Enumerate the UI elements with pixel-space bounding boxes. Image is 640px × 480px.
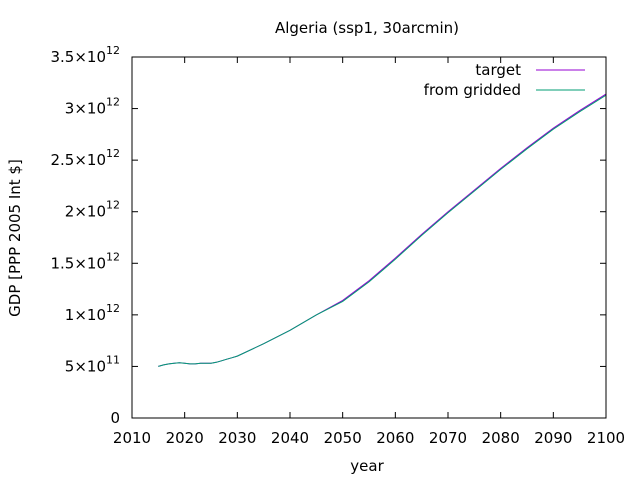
x-tick-label: 2090 <box>534 429 572 447</box>
y-tick-label: 3.5×1012 <box>50 44 120 66</box>
x-axis-label: year <box>350 457 384 475</box>
y-tick-label: 2.5×1012 <box>50 147 120 169</box>
plot-frame <box>131 56 607 419</box>
x-tick-label: 2030 <box>218 429 256 447</box>
y-tick-label: 3×1012 <box>65 96 120 118</box>
y-axis-label: GDP [PPP 2005 Int $] <box>6 159 24 317</box>
x-tick-label: 2040 <box>271 429 309 447</box>
y-tick-label: 5×1011 <box>65 353 120 375</box>
series-line-target <box>158 93 607 367</box>
legend: target from gridded <box>424 61 585 99</box>
legend-label: target <box>475 61 521 79</box>
y-tick-label: 1×1012 <box>65 302 120 324</box>
x-tick-label: 2100 <box>587 429 625 447</box>
x-tick-label: 2070 <box>429 429 467 447</box>
series-line-from-gridded <box>158 94 607 367</box>
x-tick-label: 2080 <box>482 429 520 447</box>
x-tick-label: 2050 <box>324 429 362 447</box>
chart-title: Algeria (ssp1, 30arcmin) <box>275 19 459 37</box>
y-tick-label: 0 <box>110 409 120 427</box>
y-tick-label: 2×1012 <box>65 199 120 221</box>
x-tick-label: 2020 <box>166 429 204 447</box>
y-tick-label: 1.5×1012 <box>50 250 120 272</box>
x-tick-label: 2010 <box>113 429 151 447</box>
x-tick-label: 2060 <box>376 429 414 447</box>
ticks-layer: 2010 2020 2030 2040 2050 2060 2070 2080 2090 2100… <box>50 44 625 447</box>
legend-label: from gridded <box>424 81 521 99</box>
series-layer <box>158 93 607 367</box>
